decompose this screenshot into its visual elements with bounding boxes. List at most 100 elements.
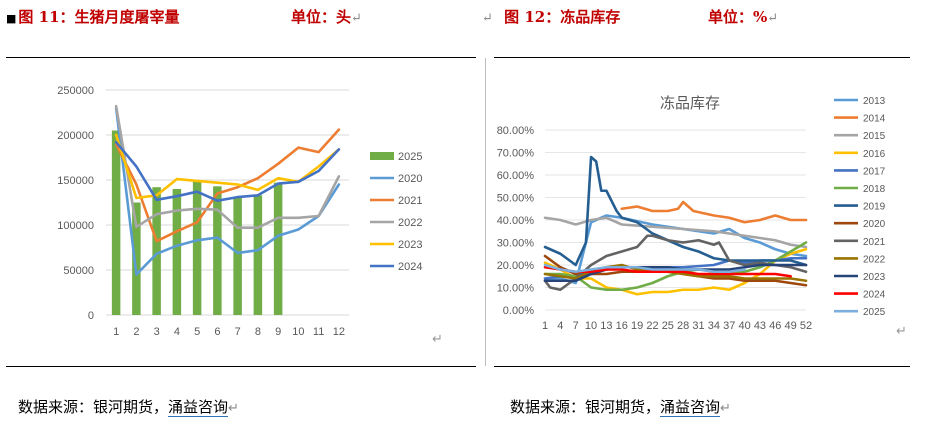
- y-tick-label: 50.00%: [497, 193, 535, 205]
- legend-label: 2015: [863, 131, 886, 142]
- x-tick-label: 1: [113, 326, 119, 338]
- x-tick-label: 12: [333, 326, 345, 338]
- paragraph-mark: ↵: [767, 11, 779, 26]
- bar-2025: [253, 195, 263, 315]
- x-tick-label: 31: [692, 320, 704, 332]
- right-bottom-rule: [494, 366, 910, 367]
- source-link[interactable]: 涌益咨询: [660, 398, 721, 417]
- left-figure-unit: 单位：头↵: [291, 8, 362, 26]
- bar-2025: [172, 189, 182, 315]
- x-tick-label: 19: [631, 320, 643, 332]
- series-line-2019: [543, 155, 808, 267]
- legend-label: 2014: [863, 114, 886, 125]
- series-line-2015: [543, 216, 808, 249]
- x-tick-label: 49: [785, 320, 797, 332]
- x-tick-label: 4: [557, 320, 563, 332]
- y-tick-label: 40.00%: [497, 215, 535, 227]
- y-tick-labels: 0.00% 10.00% 20.00% 30.00% 40.00% 50.00% 60.00…: [497, 125, 535, 317]
- bar-2025: [152, 187, 161, 315]
- x-tick-labels: 1 4 7 10 13 16 19 22 25 28 31 34 37 40 43 46 49 52: [542, 320, 812, 332]
- y-tick-label: 200000: [57, 130, 94, 142]
- series-line-2022: [114, 104, 341, 229]
- bar-series-2025: [111, 130, 283, 315]
- x-tick-label: 11: [313, 326, 324, 338]
- paragraph-mark: ↵: [351, 11, 362, 26]
- legend-label: 2024: [398, 261, 422, 273]
- y-tick-label: 30.00%: [497, 238, 535, 250]
- legend-label: 2019: [863, 202, 886, 213]
- x-tick-label: 7: [235, 326, 241, 338]
- legend: 2013 2014 2015 2016 2017 2018 2019 2020 2021 2022…: [834, 96, 886, 318]
- series-line-2021: [114, 128, 341, 243]
- bar-2025: [111, 130, 121, 315]
- legend-label: 2017: [863, 166, 886, 177]
- y-tick-label: 10.00%: [497, 283, 535, 295]
- paragraph-mark: ↵: [720, 401, 731, 416]
- series-line-2024: [114, 140, 341, 202]
- x-tick-label: 4: [174, 326, 180, 338]
- x-tick-label: 28: [677, 320, 689, 332]
- x-tick-label: 10: [585, 320, 597, 332]
- source-prefix: 数据来源：银河期货，: [18, 398, 169, 416]
- paragraph-mark: ↵: [482, 11, 493, 26]
- series-line-2020: [114, 106, 341, 276]
- x-tick-label: 8: [255, 326, 261, 338]
- left-top-rule: [6, 57, 476, 58]
- source-prefix: 数据来源：银河期货，: [510, 398, 661, 416]
- x-tick-label: 9: [275, 326, 281, 338]
- frozen-inventory-chart: 冻品库存 0.00% 10.00% 20.00% 30.00% 40.00% 50.00%…: [497, 94, 886, 332]
- line-series: [114, 104, 341, 276]
- x-tick-label: 7: [573, 320, 579, 332]
- legend-label: 2022: [863, 254, 886, 265]
- legend-label: 2022: [398, 217, 422, 229]
- right-figure-caption: ↵ 图 12：冻品库存 单位：%↵: [482, 6, 932, 27]
- series-line-2014: [620, 200, 808, 224]
- bar-2025: [132, 202, 141, 315]
- legend-label: 2024: [863, 290, 886, 301]
- right-figure-title: 图 12：冻品库存: [504, 8, 621, 26]
- bar-2025: [273, 182, 283, 315]
- return-mark: ↵: [432, 332, 443, 347]
- x-tick-label: 10: [292, 326, 304, 338]
- x-tick-label: 6: [214, 326, 220, 338]
- x-tick-label: 2: [133, 326, 139, 338]
- legend-label: 2023: [398, 239, 422, 251]
- legend-label: 2025: [398, 151, 422, 163]
- left-bottom-rule: [6, 366, 476, 367]
- legend-label: 2013: [863, 96, 886, 107]
- right-source-note: 数据来源：银河期货，涌益咨询↵: [510, 396, 731, 417]
- series-line-2021: [543, 234, 808, 292]
- paragraph-mark: ↵: [228, 401, 239, 416]
- right-figure-unit: 单位：%↵: [708, 8, 779, 26]
- line-series: [543, 155, 808, 296]
- legend: 2025 2020 2021 2022 2023 2024: [370, 151, 422, 273]
- y-tick-label: 0.00%: [503, 305, 534, 317]
- y-tick-label: 20.00%: [497, 260, 535, 272]
- series-line-2025: [543, 263, 746, 274]
- legend-label: 2020: [398, 173, 422, 185]
- x-tick-label: 52: [800, 320, 812, 332]
- x-tick-label: 46: [769, 320, 781, 332]
- y-tick-label: 100000: [57, 220, 94, 232]
- x-tick-label: 3: [154, 326, 160, 338]
- chart-title: 冻品库存: [660, 94, 720, 112]
- column-divider: [485, 58, 486, 366]
- x-tick-label: 37: [723, 320, 735, 332]
- x-tick-labels: 1 2 3 4 5 6 7 8 9 10 11 12: [113, 326, 345, 338]
- legend-label: 2016: [863, 149, 886, 160]
- legend-label: 2020: [863, 219, 886, 230]
- y-tick-label: 60.00%: [497, 170, 535, 182]
- legend-label: 2025: [863, 307, 886, 318]
- bar-2025: [192, 181, 202, 315]
- series-line-2016: [543, 247, 808, 296]
- x-tick-label: 40: [738, 320, 750, 332]
- left-figure-caption: ■ 图 11：生猪月度屠宰量 单位：头↵: [6, 6, 476, 27]
- x-tick-label: 13: [600, 320, 612, 332]
- y-tick-label: 70.00%: [497, 148, 535, 160]
- source-link[interactable]: 涌益咨询: [168, 398, 229, 417]
- y-tick-label: 0: [88, 310, 94, 322]
- left-figure-title: 图 11：生猪月度屠宰量: [18, 8, 180, 26]
- x-tick-label: 16: [616, 320, 628, 332]
- legend-label: 2023: [863, 272, 886, 283]
